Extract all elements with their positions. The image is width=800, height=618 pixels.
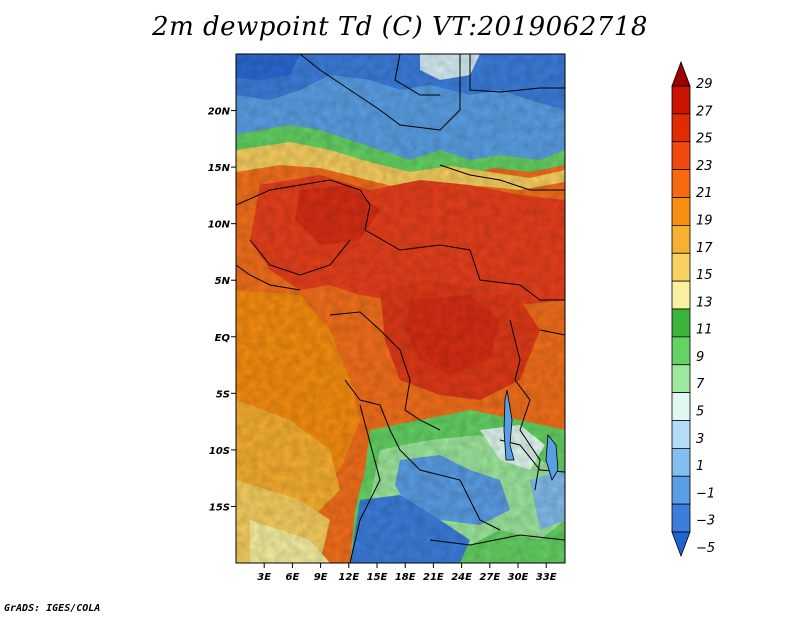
colorbar-segment: [671, 197, 691, 226]
lat-tick-label: 5N: [215, 276, 231, 287]
colorbar-label: 19: [696, 213, 713, 228]
colorbar-segment: [671, 364, 691, 394]
lat-tick-label: EQ: [215, 333, 231, 344]
colorbar-label: 23: [696, 159, 713, 174]
colorbar-segment: [671, 336, 691, 366]
colorbar-label: 11: [696, 323, 713, 338]
colorbar-label: 1: [696, 459, 704, 474]
colorbar-labels: 29 27 25 23 21 19 17 15 13 11 9 7 5 3 1 −1 −3 −5: [696, 77, 715, 556]
colorbar-segment: [671, 113, 691, 143]
map-field: [236, 54, 565, 563]
colorbar-segment: [671, 85, 691, 115]
colorbar-label: 15: [696, 268, 713, 283]
lon-tick-label: 9E: [314, 572, 328, 583]
colorbar-label: −3: [696, 514, 715, 529]
colorbar-bottom-arrow: [671, 531, 691, 558]
colorbar-segment: [671, 224, 691, 254]
colorbar-segment: [671, 475, 691, 505]
lat-tick-label: 10S: [209, 446, 230, 457]
colorbar-label: 21: [696, 186, 713, 201]
map-frame: [235, 53, 566, 564]
colorbar-label: 7: [696, 377, 705, 392]
colorbar-segment: [671, 308, 691, 338]
lake-malawi: [545, 433, 559, 481]
colorbar-segment: [671, 141, 691, 171]
lat-tick-label: 5S: [216, 389, 230, 400]
lat-tick-label: 15N: [208, 163, 231, 174]
colorbar-label: −5: [696, 541, 715, 556]
colorbar-label: 13: [696, 295, 713, 310]
colorbar-segment: [671, 252, 691, 282]
colorbar-label: 25: [696, 132, 713, 147]
lon-tick-label: 18E: [395, 572, 416, 583]
colorbar-segment: [671, 392, 691, 421]
colorbar-top-arrow: [671, 60, 691, 87]
latitude-axis: 20N 15N 10N 5N EQ 5S 10S 15S: [208, 107, 236, 513]
lon-tick-label: 15E: [367, 572, 388, 583]
lat-tick-label: 20N: [208, 107, 231, 118]
colorbar-label: 17: [696, 241, 713, 256]
lon-tick-label: 30E: [508, 572, 529, 583]
colorbar-label: 29: [696, 77, 713, 92]
grads-credit: GrADS: IGES/COLA: [4, 603, 101, 614]
colorbar-segment: [671, 169, 691, 198]
colorbar-segments: [671, 60, 691, 558]
colorbar-segment: [671, 447, 691, 477]
longitude-axis: 3E 6E 9E 12E 15E 18E 21E 24E 27E 30E 33E: [257, 563, 557, 583]
lon-tick-label: 24E: [451, 572, 472, 583]
colorbar-segment: [671, 420, 691, 449]
lake-tanganyika: [503, 389, 515, 461]
map-title: 2m dewpoint Td (C) VT:2019062718: [152, 12, 648, 42]
lat-tick-label: 15S: [209, 502, 230, 513]
lat-tick-label: 10N: [208, 220, 231, 231]
lon-tick-label: 27E: [479, 572, 500, 583]
lon-tick-label: 33E: [536, 572, 557, 583]
lon-tick-label: 6E: [286, 572, 300, 583]
colorbar-label: 9: [696, 350, 704, 365]
lon-tick-label: 21E: [423, 572, 444, 583]
lon-tick-label: 12E: [338, 572, 359, 583]
colorbar-segment: [671, 280, 691, 310]
colorbar-label: 3: [696, 432, 704, 447]
colorbar-label: 5: [696, 405, 704, 420]
colorbar-segment: [671, 503, 691, 533]
colorbar-label: 27: [696, 104, 713, 119]
lon-tick-label: 3E: [257, 572, 271, 583]
colorbar-label: −1: [696, 486, 715, 501]
